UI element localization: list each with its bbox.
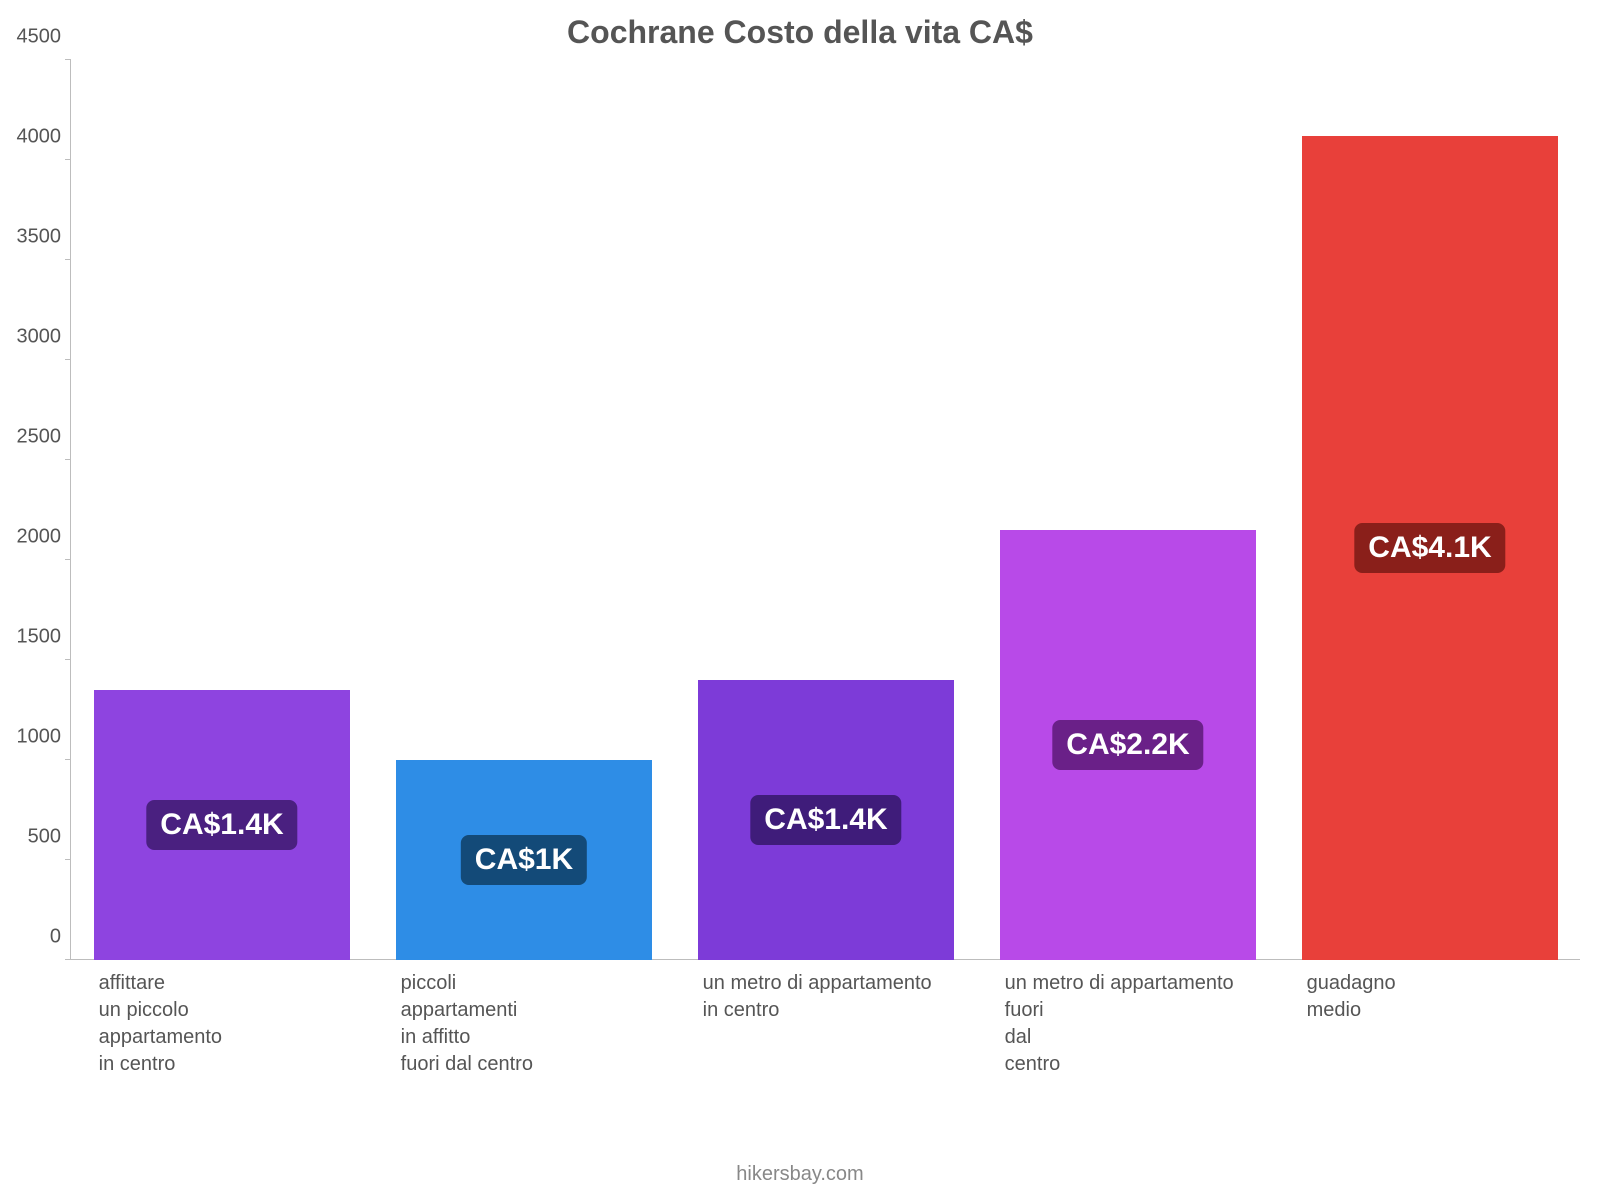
bar-value-pill: CA$2.2K — [1052, 720, 1203, 770]
bar-value-pill: CA$1.4K — [146, 800, 297, 850]
bar-value-pill: CA$4.1K — [1354, 523, 1505, 573]
bars-container: CA$1.4K CA$1K CA$1.4K CA$2.2K CA$4.1K — [71, 60, 1580, 960]
y-tick-label: 1000 — [17, 726, 72, 749]
y-tick-label: 3500 — [17, 226, 72, 249]
bar-value-pill: CA$1K — [461, 835, 587, 885]
bar: CA$1.4K — [698, 680, 955, 960]
x-tick-label: guadagno medio — [1307, 970, 1558, 1024]
y-tick-label: 4500 — [17, 26, 72, 49]
x-tick-label: un metro di appartamento fuori dal centr… — [1005, 970, 1256, 1078]
bar: CA$1.4K — [94, 690, 351, 960]
source-attribution: hikersbay.com — [0, 1163, 1600, 1186]
y-tick-label: 1500 — [17, 626, 72, 649]
y-tick-label: 2000 — [17, 526, 72, 549]
y-tick-label: 3000 — [17, 326, 72, 349]
y-tick-label: 0 — [50, 926, 71, 949]
x-tick-label: piccoli appartamenti in affitto fuori da… — [401, 970, 652, 1078]
chart-title: Cochrane Costo della vita CA$ — [0, 14, 1600, 51]
plot-area: 050010001500200025003000350040004500 CA$… — [70, 60, 1580, 960]
bar: CA$4.1K — [1302, 136, 1559, 960]
x-tick-label: affittare un piccolo appartamento in cen… — [99, 970, 350, 1078]
bar: CA$1K — [396, 760, 653, 960]
bar-value-pill: CA$1.4K — [750, 795, 901, 845]
bar: CA$2.2K — [1000, 530, 1257, 960]
y-tick-label: 500 — [28, 826, 71, 849]
cost-of-living-chart: Cochrane Costo della vita CA$ 0500100015… — [0, 0, 1600, 1200]
x-tick-label: un metro di appartamento in centro — [703, 970, 954, 1024]
y-tick-label: 2500 — [17, 426, 72, 449]
y-tick-label: 4000 — [17, 126, 72, 149]
